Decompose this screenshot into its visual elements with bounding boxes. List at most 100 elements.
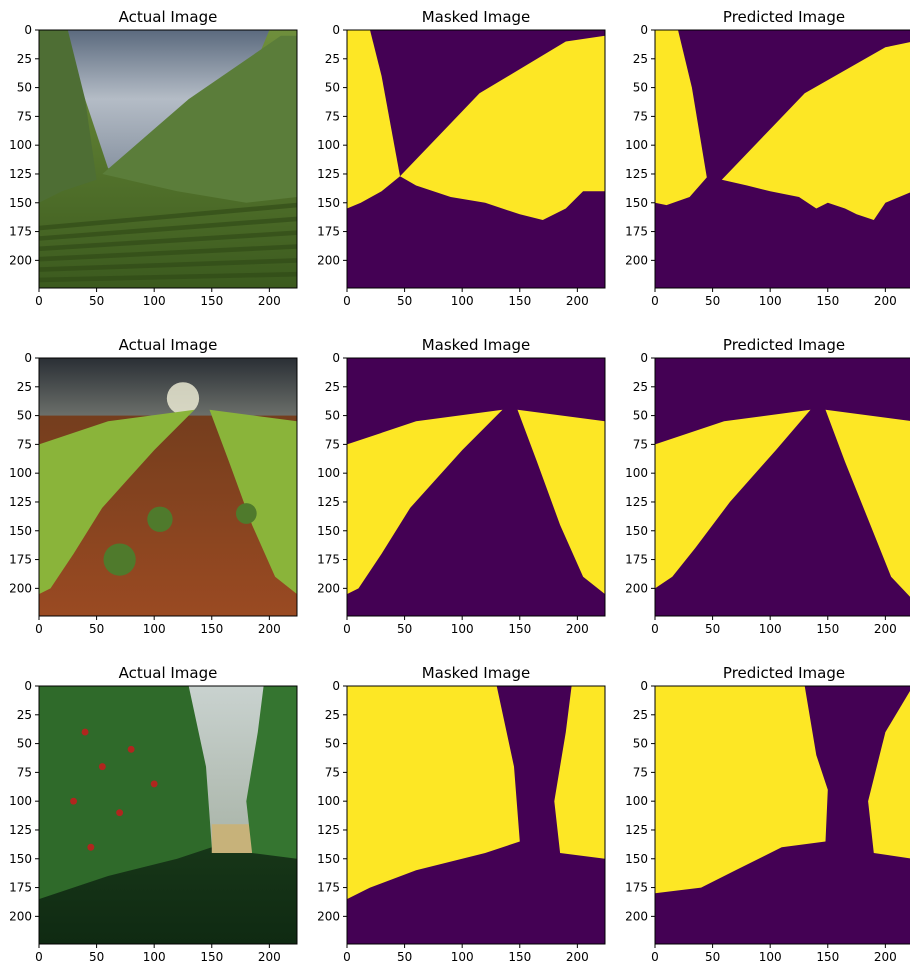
photo-tomato — [116, 809, 124, 817]
panel-1: Actual Image 0 50 100 150 200 0 25 50 75 100 125 150… — [9, 8, 298, 308]
x-tick-label: 0 — [35, 622, 43, 636]
y-tick-label: 200 — [317, 581, 340, 595]
photo-vines-left — [39, 30, 97, 203]
mask-region — [347, 30, 400, 209]
y-tick-label: 25 — [325, 52, 340, 66]
panel-6: Predicted Image 0 50 100 150 200 0 25 50 75 100 125… — [625, 336, 910, 636]
axes-frame — [346, 685, 606, 945]
photo-tomato — [70, 797, 78, 805]
y-tick-label: 200 — [9, 253, 32, 267]
mask-region — [400, 35, 605, 220]
y-tick-label: 0 — [640, 23, 648, 37]
photo-vines-right — [102, 35, 297, 203]
x-tick-label: 150 — [816, 950, 839, 964]
y-tick-label: 175 — [317, 881, 340, 895]
y-tick-label: 125 — [625, 167, 648, 181]
y-tick-label: 150 — [317, 524, 340, 538]
y-tick-label: 0 — [332, 23, 340, 37]
y-tick-label: 75 — [17, 765, 32, 779]
photo-plant-row-left — [39, 686, 212, 900]
y-tick-label: 100 — [625, 138, 648, 152]
x-tick-label: 200 — [874, 950, 897, 964]
x-tick-label: 150 — [508, 950, 531, 964]
photo-tomato — [127, 745, 135, 753]
mask-region — [655, 686, 828, 894]
y-tick-label: 125 — [317, 167, 340, 181]
axes-frame — [654, 685, 910, 945]
y-tick-label: 175 — [625, 225, 648, 239]
photo-crop-row-left — [39, 409, 195, 595]
axes-frame — [654, 29, 910, 289]
panel-8: Masked Image 0 50 100 150 200 0 25 50 75 100 125 150… — [317, 664, 606, 964]
photo-tomato — [87, 843, 95, 851]
panel-title: Masked Image — [422, 336, 531, 354]
mask-region — [825, 409, 910, 597]
x-tick-label: 50 — [89, 294, 104, 308]
y-tick-label: 75 — [325, 109, 340, 123]
y-tick-label: 125 — [317, 495, 340, 509]
y-tick-label: 200 — [317, 909, 340, 923]
y-tick-label: 75 — [633, 437, 648, 451]
y-tick-label: 75 — [633, 765, 648, 779]
y-tick-label: 25 — [633, 52, 648, 66]
photo-weed — [235, 503, 257, 524]
mask-image — [347, 686, 605, 944]
x-tick-label: 150 — [508, 622, 531, 636]
y-tick-label: 150 — [9, 196, 32, 210]
y-tick-label: 50 — [17, 409, 32, 423]
y-tick-label: 75 — [633, 109, 648, 123]
y-tick-label: 75 — [17, 109, 32, 123]
x-tick-label: 100 — [451, 950, 474, 964]
x-tick-label: 0 — [343, 294, 351, 308]
x-tick-label: 150 — [816, 622, 839, 636]
y-tick-label: 100 — [625, 794, 648, 808]
panel-4: Actual Image 0 50 100 150 200 0 25 50 75 100 125 150… — [9, 336, 298, 636]
y-tick-label: 0 — [24, 351, 32, 365]
panel-3: Predicted Image 0 50 100 150 200 0 25 50 75 100 125… — [625, 8, 910, 308]
y-tick-label: 75 — [17, 437, 32, 451]
mask-image — [655, 686, 910, 944]
y-tick-label: 50 — [17, 81, 32, 95]
y-tick-label: 175 — [625, 553, 648, 567]
x-tick-label: 200 — [566, 622, 589, 636]
y-tick-label: 100 — [9, 794, 32, 808]
x-tick-label: 100 — [451, 622, 474, 636]
x-tick-label: 0 — [651, 622, 659, 636]
y-tick-label: 150 — [317, 852, 340, 866]
y-tick-label: 150 — [317, 196, 340, 210]
x-tick-label: 100 — [143, 294, 166, 308]
x-tick-label: 0 — [35, 950, 43, 964]
photo-shadow-stripe — [39, 230, 297, 252]
y-tick-label: 125 — [9, 167, 32, 181]
y-tick-label: 175 — [625, 881, 648, 895]
y-tick-label: 25 — [325, 708, 340, 722]
y-tick-label: 100 — [625, 466, 648, 480]
y-tick-label: 25 — [325, 380, 340, 394]
y-tick-label: 150 — [9, 852, 32, 866]
y-tick-label: 0 — [332, 351, 340, 365]
panel-title: Masked Image — [422, 664, 531, 682]
photo-sky — [39, 358, 297, 416]
y-tick-label: 125 — [317, 823, 340, 837]
y-tick-label: 25 — [633, 380, 648, 394]
photo-shadow-stripe — [39, 216, 297, 241]
x-tick-label: 50 — [397, 950, 412, 964]
x-tick-label: 0 — [651, 950, 659, 964]
x-tick-label: 200 — [258, 950, 281, 964]
photo-plant-row-right — [246, 686, 297, 859]
y-tick-label: 50 — [325, 409, 340, 423]
mask-region — [868, 691, 910, 859]
x-tick-label: 0 — [651, 294, 659, 308]
mask-region — [721, 42, 910, 220]
y-tick-label: 0 — [24, 23, 32, 37]
x-tick-label: 50 — [397, 622, 412, 636]
panel-7: Actual Image 0 50 100 150 200 0 25 50 75 100 125 150… — [9, 664, 298, 964]
mask-region — [347, 409, 503, 595]
y-tick-label: 175 — [9, 225, 32, 239]
x-tick-label: 200 — [874, 622, 897, 636]
x-tick-label: 50 — [89, 622, 104, 636]
y-tick-label: 50 — [633, 81, 648, 95]
axes-frame — [346, 29, 606, 289]
y-tick-label: 200 — [625, 253, 648, 267]
y-tick-label: 50 — [325, 81, 340, 95]
